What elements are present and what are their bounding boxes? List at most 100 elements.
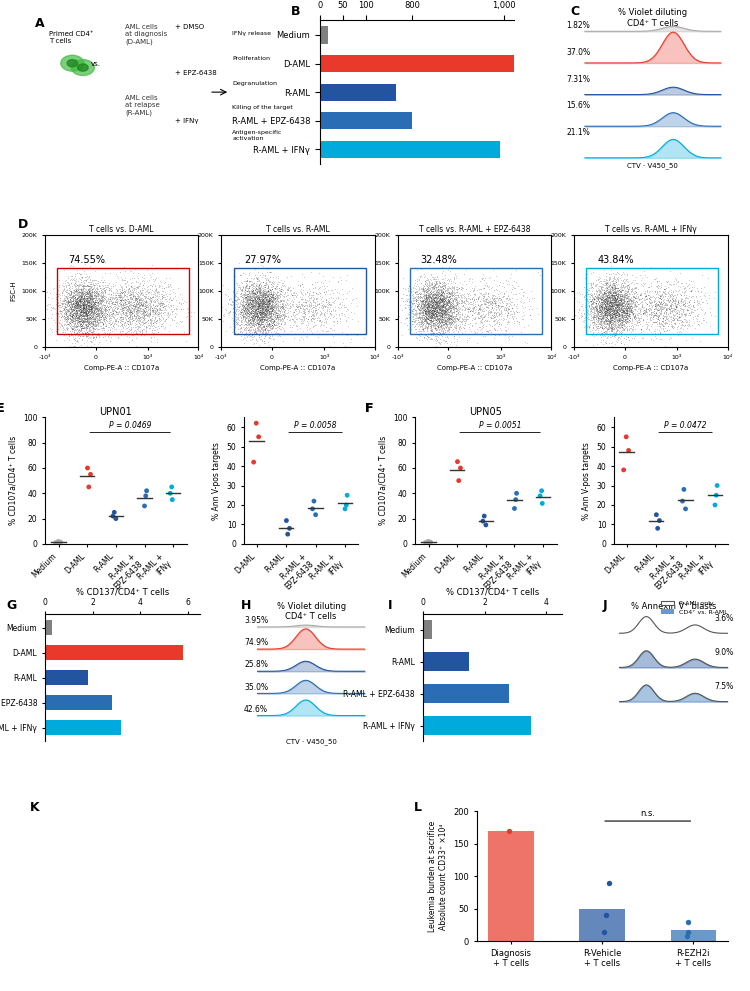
Point <box>334 296 346 312</box>
Point <box>511 296 523 312</box>
Point <box>251 303 263 319</box>
Point <box>610 264 622 279</box>
Point <box>693 313 705 329</box>
Point <box>419 319 431 335</box>
Point <box>615 292 627 308</box>
Point <box>592 295 604 311</box>
Point <box>265 313 277 329</box>
Point <box>103 307 115 323</box>
Point <box>62 310 74 326</box>
Point <box>605 296 617 312</box>
Point <box>74 321 86 337</box>
Point <box>99 278 111 294</box>
Point <box>606 303 618 319</box>
Point <box>253 314 265 330</box>
Point <box>134 323 146 339</box>
Point <box>245 293 257 309</box>
Point <box>615 300 627 316</box>
Point <box>59 303 71 319</box>
Point <box>597 301 609 317</box>
Point <box>242 314 254 330</box>
Point <box>134 309 146 325</box>
Point <box>256 333 268 349</box>
Point <box>312 286 324 302</box>
Point <box>128 287 140 303</box>
Point <box>608 312 619 328</box>
Point <box>268 275 280 290</box>
Point <box>612 305 624 321</box>
Point <box>260 297 272 313</box>
Point <box>435 305 447 321</box>
Point <box>610 334 622 350</box>
Point <box>614 298 626 314</box>
Point <box>655 302 667 318</box>
Point <box>54 305 66 321</box>
Point <box>82 307 94 323</box>
Point <box>611 294 623 310</box>
Point <box>640 269 652 284</box>
Point <box>626 318 638 334</box>
Point <box>64 294 76 310</box>
Point <box>130 300 142 316</box>
Point <box>668 300 680 316</box>
Point <box>267 285 279 301</box>
Point <box>59 292 71 308</box>
Point <box>490 314 502 330</box>
Point <box>94 298 106 314</box>
Point <box>444 291 456 307</box>
Point <box>606 287 618 303</box>
Point <box>420 294 432 310</box>
Point <box>250 290 262 306</box>
Point <box>406 308 418 324</box>
Point <box>606 294 618 310</box>
Point <box>281 280 293 296</box>
Point <box>598 274 610 289</box>
Point <box>422 296 434 312</box>
Point <box>438 301 450 317</box>
Point <box>105 298 117 314</box>
Point <box>284 282 296 298</box>
Point <box>247 284 259 300</box>
Point <box>585 277 597 293</box>
Point <box>56 324 68 340</box>
Point <box>66 302 78 318</box>
Point <box>683 314 695 330</box>
Point <box>438 302 450 318</box>
Point <box>98 273 110 288</box>
Point <box>644 300 656 316</box>
Point <box>320 323 332 339</box>
Point <box>80 310 92 326</box>
Point <box>80 272 92 287</box>
Point <box>86 299 98 315</box>
Point <box>592 310 604 326</box>
Point <box>269 304 281 320</box>
Point <box>230 314 242 330</box>
Point <box>135 293 147 309</box>
Point <box>402 283 414 299</box>
Point <box>82 276 94 292</box>
Point <box>440 280 452 296</box>
Point <box>424 304 436 320</box>
Point <box>432 311 444 327</box>
Point <box>428 306 440 322</box>
Point <box>252 270 264 285</box>
Point <box>88 294 100 310</box>
Point <box>491 289 503 305</box>
Point <box>458 311 470 327</box>
Point <box>614 303 626 319</box>
Point <box>260 302 272 318</box>
Point <box>264 291 276 307</box>
Point <box>612 302 624 318</box>
Point <box>70 309 82 325</box>
Point <box>638 275 650 291</box>
Point <box>606 318 618 334</box>
Point <box>61 303 73 319</box>
Point <box>346 311 358 327</box>
Point <box>594 316 606 332</box>
Point <box>584 285 596 301</box>
Point <box>436 302 448 318</box>
Point <box>422 284 434 300</box>
Point <box>413 321 425 337</box>
Point <box>236 281 248 297</box>
Point <box>242 290 254 306</box>
